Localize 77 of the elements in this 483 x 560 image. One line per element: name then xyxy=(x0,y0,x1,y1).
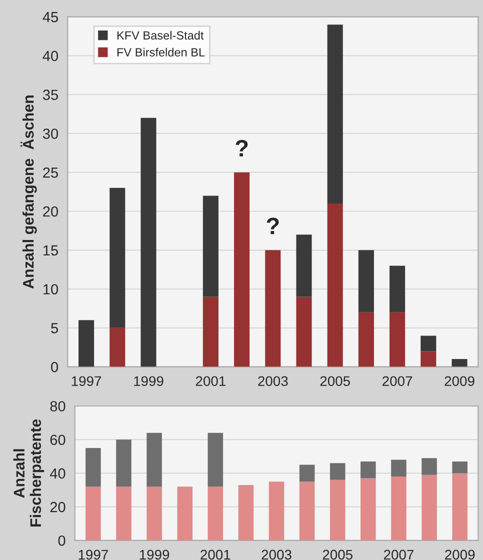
bar xyxy=(146,486,162,540)
x-tick-label: 2003 xyxy=(258,376,288,386)
bar xyxy=(390,266,406,312)
bar xyxy=(110,188,126,328)
x-tick-label: 2001 xyxy=(196,376,226,386)
x-tick-label: 1999 xyxy=(140,550,170,560)
x-tick-label: 2005 xyxy=(320,376,350,386)
y-tick-label: 20 xyxy=(43,206,58,217)
bar xyxy=(358,312,374,367)
x-tick-label: 1997 xyxy=(72,376,102,386)
legend-label: KFV Basel-Stadt xyxy=(117,30,204,40)
x-tick-label: 2009 xyxy=(444,376,474,386)
x-tick-label: 1997 xyxy=(78,550,108,560)
x-tick-label: 2009 xyxy=(445,550,475,560)
bar xyxy=(268,482,284,540)
x-tick-label: 1999 xyxy=(134,376,164,386)
y-tick-label: 45 xyxy=(42,12,58,22)
bar xyxy=(238,484,254,540)
bar xyxy=(146,432,162,487)
bar xyxy=(234,172,250,367)
y-tick-label: 40 xyxy=(50,468,66,479)
bar xyxy=(78,320,94,367)
x-tick-label: 2007 xyxy=(384,550,414,560)
bar xyxy=(208,432,224,487)
y-tick-label: 5 xyxy=(51,323,58,334)
bar xyxy=(452,473,468,540)
y-tick-label: 20 xyxy=(50,502,66,512)
bar xyxy=(86,486,101,540)
bar xyxy=(299,464,315,482)
bar xyxy=(327,24,343,204)
y-tick-label: 0 xyxy=(51,362,58,372)
x-tick-label: 2007 xyxy=(382,376,412,386)
bar xyxy=(330,480,346,540)
bar xyxy=(116,440,132,487)
bar xyxy=(391,476,406,540)
bar xyxy=(110,328,126,367)
annotation: ? xyxy=(266,218,279,234)
bar xyxy=(360,478,376,540)
bar xyxy=(177,486,192,540)
x-tick-label: 2001 xyxy=(200,550,230,560)
x-tick-label: 2003 xyxy=(262,550,292,560)
bar xyxy=(358,250,374,312)
bar xyxy=(299,482,315,540)
bar xyxy=(116,486,132,540)
y-axis-title: Anzahl Fischerpatente xyxy=(13,419,44,527)
bar xyxy=(202,196,218,297)
y-tick-label: 40 xyxy=(42,50,58,62)
bar xyxy=(296,234,312,297)
annotation: ? xyxy=(236,140,248,156)
bar xyxy=(422,474,437,540)
y-tick-label: 0 xyxy=(58,536,66,546)
y-tick-label: 30 xyxy=(42,128,58,139)
y-tick-label: 80 xyxy=(50,401,66,412)
bar xyxy=(86,448,101,487)
y-tick-label: 60 xyxy=(50,434,66,446)
bar xyxy=(391,460,406,477)
bar xyxy=(330,463,346,480)
bar xyxy=(202,296,218,367)
y-tick-label: 25 xyxy=(43,167,58,178)
y-tick-label: 10 xyxy=(43,284,58,294)
y-tick-label: 35 xyxy=(42,90,58,100)
bar xyxy=(140,118,156,367)
bar xyxy=(452,359,468,367)
bar xyxy=(420,351,436,367)
bar xyxy=(390,312,406,367)
bar xyxy=(452,461,468,474)
bar xyxy=(296,296,312,367)
x-tick-label: 2005 xyxy=(322,550,352,560)
y-axis-title: Anzahl gefangene Äschen xyxy=(20,96,37,289)
bar xyxy=(327,203,343,367)
bar xyxy=(420,336,436,352)
legend-label: FV Birsfelden BL xyxy=(117,48,205,57)
bar xyxy=(422,458,437,475)
bar xyxy=(208,486,224,540)
y-tick-label: 15 xyxy=(43,245,58,256)
bar xyxy=(360,461,376,478)
bar xyxy=(265,250,281,367)
